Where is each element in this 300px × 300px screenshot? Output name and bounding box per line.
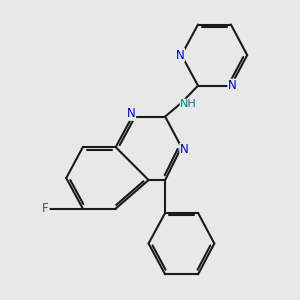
Text: N: N (180, 143, 189, 157)
Text: F: F (42, 202, 49, 215)
Text: N: N (176, 49, 184, 62)
Text: NH: NH (180, 99, 197, 109)
Text: N: N (127, 107, 136, 120)
Text: N: N (228, 79, 237, 92)
